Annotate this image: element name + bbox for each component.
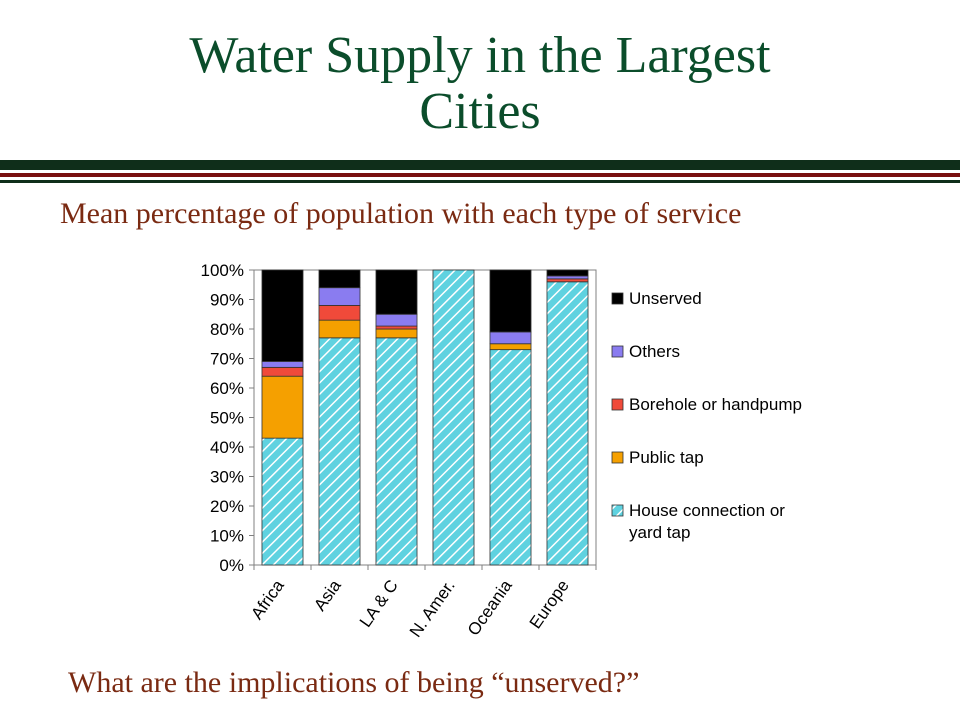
x-tick-label-la-c: LA & C <box>356 576 402 630</box>
legend-swatch-house-connection-or-yard-tap <box>611 504 624 517</box>
legend-label-public-tap: Public tap <box>629 448 704 467</box>
bar-segment-public-tap-asia <box>318 319 361 339</box>
divider-dark-band <box>0 160 960 170</box>
slide-title: Water Supply in the Largest Cities <box>0 28 960 140</box>
x-tick-label-europe: Europe <box>526 576 573 632</box>
bar-segment-house-connection-or-yard-tap-n-amer <box>432 269 475 566</box>
bar-segment-public-tap-oceania <box>489 343 532 351</box>
bar-segment-house-connection-or-yard-tap-asia <box>318 337 361 566</box>
y-tick-label: 90% <box>210 291 244 310</box>
legend-label-borehole-or-handpump: Borehole or handpump <box>629 395 802 414</box>
bar-segment-unserved-asia <box>318 269 361 289</box>
title-divider <box>0 160 960 183</box>
legend-swatch-borehole-or-handpump <box>611 398 624 411</box>
bar-segment-others-oceania <box>489 331 532 345</box>
footer-question: What are the implications of being “unse… <box>68 666 640 699</box>
y-tick-label: 30% <box>210 468 244 487</box>
bar-segment-unserved-oceania <box>489 269 532 333</box>
legend-swatch-public-tap <box>611 451 624 464</box>
y-tick-label: 60% <box>210 379 244 398</box>
bar-segment-house-connection-or-yard-tap-africa <box>261 437 304 566</box>
divider-thin-line <box>0 180 960 183</box>
divider-red-line <box>0 173 960 177</box>
chart-legend: Unserved Others Borehole or handpump Public… <box>611 289 802 542</box>
bar-segment-house-connection-or-yard-tap-oceania <box>489 349 532 566</box>
legend-label-unserved: Unserved <box>629 289 702 308</box>
slide-title-line1: Water Supply in the Largest <box>189 27 771 84</box>
chart-subtitle: Mean percentage of population with each … <box>60 197 742 230</box>
bar-segment-unserved-europe <box>546 269 589 277</box>
bar-segment-house-connection-or-yard-tap-la-c <box>375 337 418 566</box>
bar-segment-public-tap-africa <box>261 375 304 439</box>
legend-label-others: Others <box>629 342 680 361</box>
y-tick-label: 10% <box>210 527 244 546</box>
bar-segment-house-connection-or-yard-tap-europe <box>546 281 589 566</box>
y-tick-label: 70% <box>210 350 244 369</box>
bar-segment-unserved-africa <box>261 269 304 362</box>
bar-segment-borehole-or-handpump-la-c <box>375 325 418 330</box>
x-tick-label-n-amer: N. Amer. <box>406 576 459 640</box>
bar-segment-unserved-la-c <box>375 269 418 315</box>
y-tick-label: 80% <box>210 320 244 339</box>
bar-segment-others-la-c <box>375 313 418 327</box>
bar-segment-borehole-or-handpump-asia <box>318 304 361 321</box>
x-tick-label-asia: Asia <box>310 576 345 614</box>
legend-label-house-connection-or-yard-tap: House connection or <box>629 501 785 520</box>
x-tick-label-africa: Africa <box>247 576 288 623</box>
legend-swatch-unserved <box>611 292 624 305</box>
bar-segment-others-europe <box>546 275 589 280</box>
y-tick-label: 100% <box>201 261 244 280</box>
bar-segment-others-africa <box>261 361 304 368</box>
y-tick-label: 0% <box>219 556 244 575</box>
slide-title-line2: Cities <box>419 83 541 140</box>
plot-frame <box>253 269 597 566</box>
bar-segment-others-asia <box>318 287 361 306</box>
x-tick-label-oceania: Oceania <box>464 576 516 639</box>
plot-area: 0% 10% 20% 30% 40% 50% 60% 70% 80% 90% 100% Africa A… <box>201 261 597 641</box>
bar-segment-public-tap-la-c <box>375 328 418 339</box>
y-tick-label: 40% <box>210 438 244 457</box>
legend-swatch-others <box>611 345 624 358</box>
y-tick-label: 20% <box>210 497 244 516</box>
y-tick-label: 50% <box>210 409 244 428</box>
bar-segment-borehole-or-handpump-africa <box>261 366 304 377</box>
bar-segment-borehole-or-handpump-europe <box>546 278 589 283</box>
legend-label-house-connection-or-yard-tap: yard tap <box>629 523 690 542</box>
